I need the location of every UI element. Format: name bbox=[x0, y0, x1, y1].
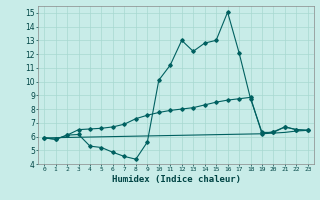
X-axis label: Humidex (Indice chaleur): Humidex (Indice chaleur) bbox=[111, 175, 241, 184]
